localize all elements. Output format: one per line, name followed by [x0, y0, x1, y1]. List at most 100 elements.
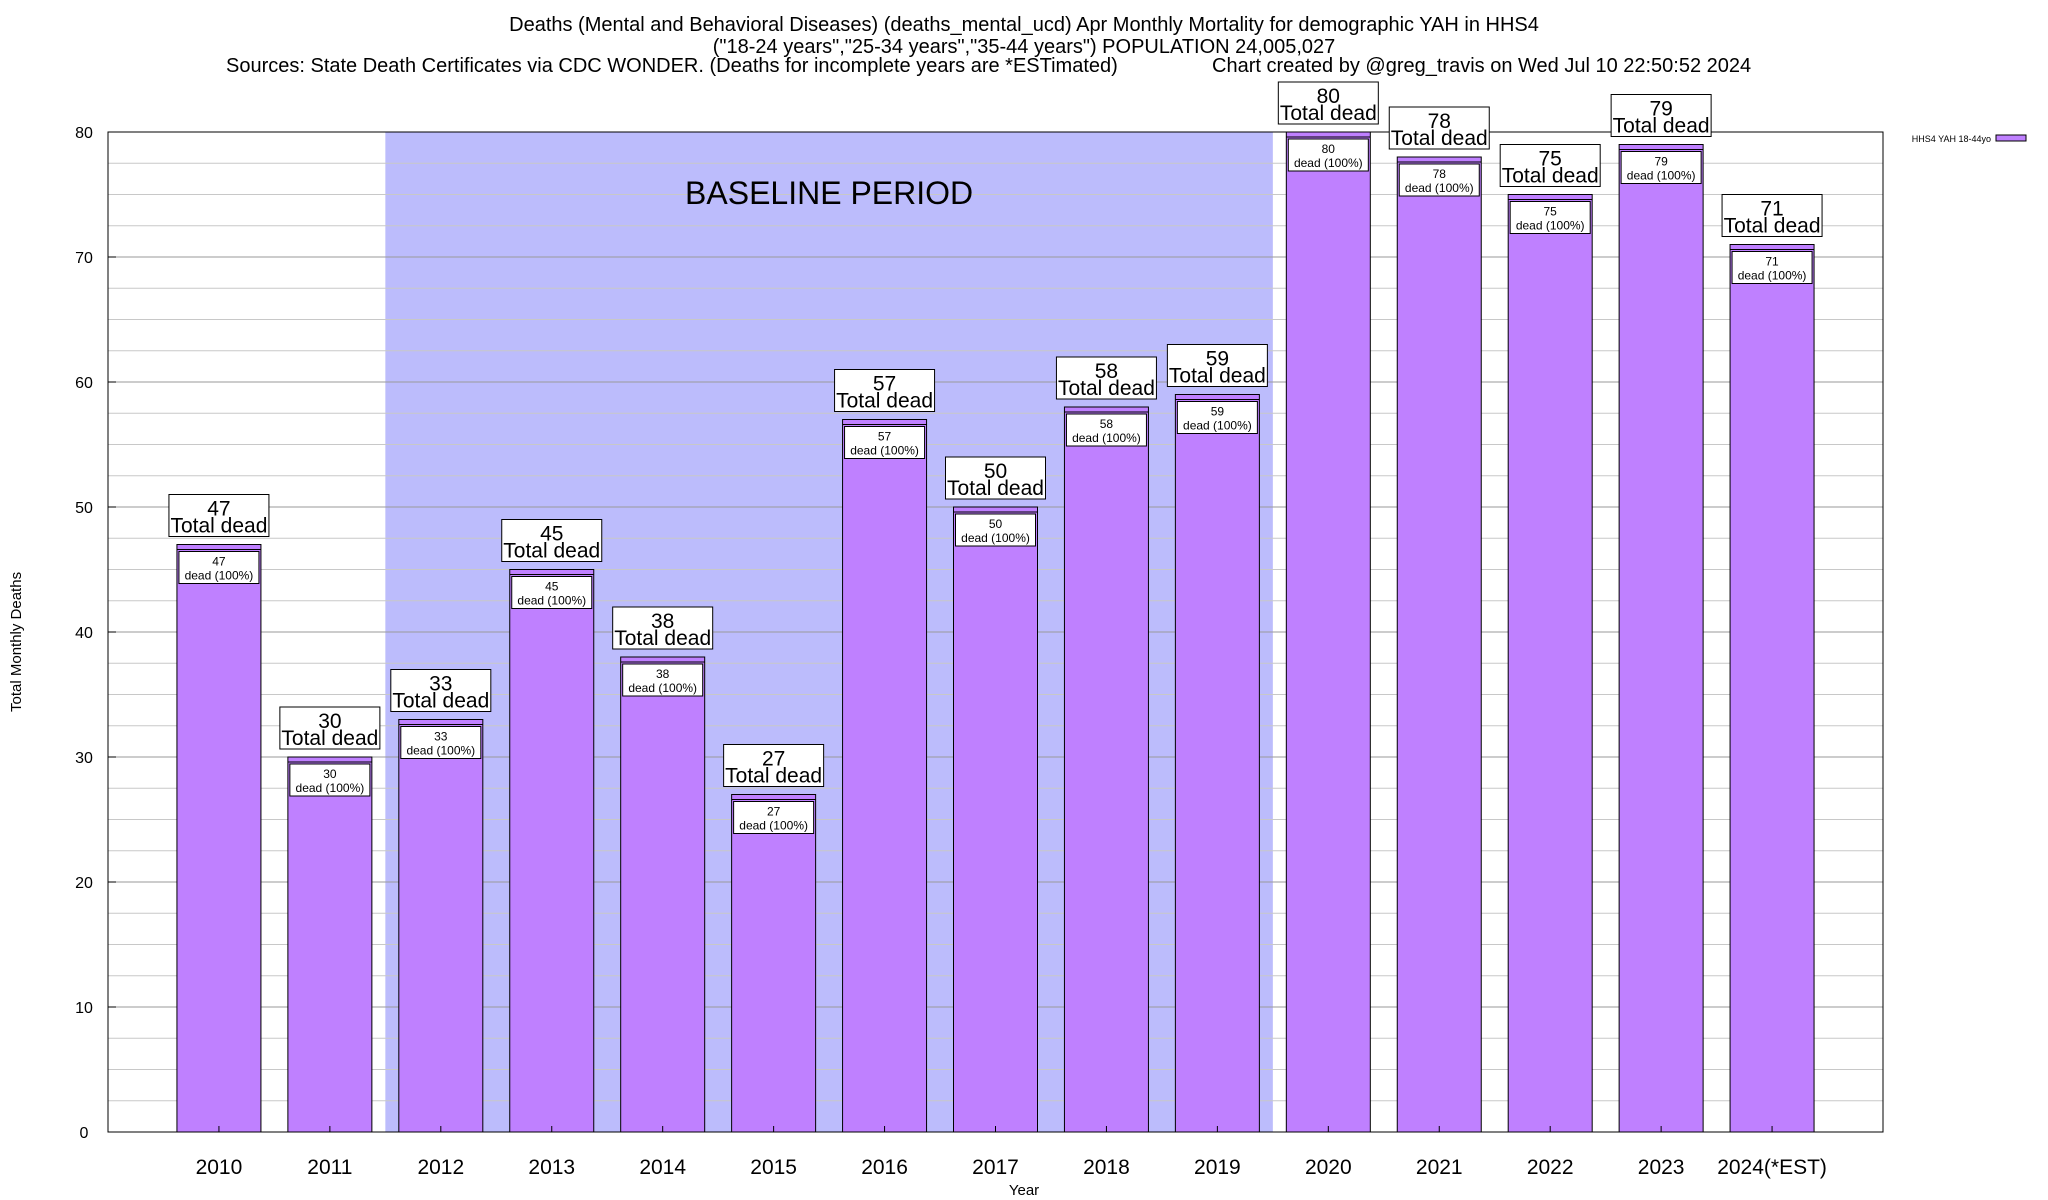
- sources-text: Sources: State Death Certificates via CD…: [226, 55, 1118, 77]
- total-dead-label: Total dead: [947, 477, 1044, 500]
- bar-value-label: 79: [1649, 98, 1672, 121]
- inner-value-label: 30: [323, 767, 337, 781]
- inner-dead-label: dead (100%): [1294, 156, 1363, 170]
- x-tick-label: 2020: [1305, 1156, 1352, 1179]
- inner-dead-label: dead (100%): [1405, 181, 1474, 195]
- outer-label-box: [1166, 344, 1268, 387]
- inner-label-box: [1287, 138, 1369, 172]
- x-tick-label: 2013: [528, 1156, 575, 1179]
- bar-value-label: 30: [318, 710, 341, 733]
- y-axis-label: Total Monthly Deaths: [8, 571, 25, 712]
- outer-label-box: [501, 519, 603, 562]
- total-dead-label: Total dead: [1391, 127, 1488, 150]
- inner-value-label: 80: [1322, 142, 1336, 156]
- inner-label-box: [1176, 401, 1258, 434]
- inner-value-label: 38: [656, 667, 670, 681]
- y-tick-label: 70: [75, 250, 93, 267]
- inner-label-box: [733, 801, 815, 834]
- total-dead-label: Total dead: [392, 690, 489, 713]
- inner-dead-label: dead (100%): [739, 819, 808, 833]
- total-dead-label: Total dead: [281, 727, 378, 750]
- inner-label-box: [955, 513, 1036, 547]
- outer-label-box: [1388, 106, 1490, 150]
- inner-value-label: 57: [878, 430, 892, 444]
- inner-label-box: [1731, 251, 1813, 284]
- bar-value-label: 80: [1317, 85, 1340, 108]
- bar: [509, 569, 595, 1133]
- title-line-1: Deaths (Mental and Behavioral Diseases) …: [509, 14, 1539, 36]
- legend-label: HHS4 YAH 18-44yo: [1912, 134, 1991, 144]
- y-tick-label: 60: [75, 375, 93, 392]
- inner-value-label: 71: [1765, 255, 1779, 269]
- inner-dead-label: dead (100%): [961, 531, 1030, 545]
- inner-label-box: [1509, 201, 1591, 234]
- outer-label-box: [612, 606, 714, 650]
- bar: [1396, 156, 1482, 1133]
- x-tick-label: 2010: [196, 1156, 243, 1179]
- x-tick-label: 2012: [417, 1156, 464, 1179]
- inner-dead-label: dead (100%): [1072, 431, 1141, 445]
- inner-value-label: 45: [545, 580, 559, 594]
- inner-value-label: 50: [989, 517, 1003, 531]
- bar-value-label: 58: [1095, 360, 1118, 383]
- x-tick-label: 2014: [639, 1156, 686, 1179]
- inner-label-box: [1398, 163, 1480, 197]
- bar: [1174, 394, 1260, 1133]
- y-tick-label: 80: [75, 125, 93, 142]
- baseline-period-label: BASELINE PERIOD: [685, 175, 973, 211]
- inner-label-box: [1065, 413, 1147, 447]
- bar: [1285, 131, 1371, 1133]
- total-dead-label: Total dead: [170, 515, 267, 538]
- bar-value-label: 38: [651, 610, 674, 633]
- inner-dead-label: dead (100%): [1627, 169, 1696, 183]
- bar-value-label: 27: [762, 748, 785, 771]
- outer-label-box: [279, 706, 381, 750]
- bar: [731, 794, 817, 1133]
- inner-value-label: 79: [1654, 155, 1668, 169]
- inner-label-box: [511, 576, 593, 609]
- bar-value-label: 45: [540, 523, 563, 546]
- inner-value-label: 59: [1211, 405, 1225, 419]
- total-dead-label: Total dead: [614, 627, 711, 650]
- outer-label-box: [945, 456, 1046, 500]
- inner-dead-label: dead (100%): [296, 781, 365, 795]
- y-tick-label: 0: [80, 1125, 89, 1142]
- outer-label-box: [723, 744, 825, 787]
- inner-value-label: 78: [1433, 167, 1447, 181]
- outer-label-box: [390, 669, 492, 712]
- bar-value-label: 78: [1428, 110, 1451, 133]
- outer-label-box: [1055, 356, 1157, 400]
- legend-swatch: [1995, 134, 2027, 142]
- inner-dead-label: dead (100%): [1738, 269, 1807, 283]
- bar: [842, 419, 928, 1133]
- inner-value-label: 75: [1544, 205, 1558, 219]
- total-dead-label: Total dead: [1724, 215, 1821, 238]
- inner-value-label: 27: [767, 805, 781, 819]
- x-tick-label: 2024(*EST): [1717, 1156, 1827, 1179]
- y-tick-label: 30: [75, 750, 93, 767]
- title-line-2: ("18-24 years","25-34 years","35-44 year…: [712, 36, 1336, 58]
- total-dead-label: Total dead: [836, 390, 933, 413]
- bar: [620, 656, 706, 1133]
- inner-label-box: [622, 663, 704, 697]
- total-dead-label: Total dead: [1502, 165, 1599, 188]
- inner-dead-label: dead (100%): [517, 594, 586, 608]
- outer-label-box: [1610, 94, 1712, 137]
- bar-value-label: 47: [207, 498, 230, 521]
- x-tick-label: 2023: [1638, 1156, 1685, 1179]
- inner-dead-label: dead (100%): [850, 444, 919, 458]
- inner-value-label: 33: [434, 730, 448, 744]
- total-dead-label: Total dead: [1169, 365, 1266, 388]
- y-tick-label: 10: [75, 1000, 93, 1017]
- chart-title: Deaths (Mental and Behavioral Diseases) …: [0, 14, 2048, 58]
- bar: [287, 756, 373, 1133]
- bar-value-label: 33: [429, 673, 452, 696]
- x-tick-label: 2019: [1194, 1156, 1241, 1179]
- inner-dead-label: dead (100%): [628, 681, 697, 695]
- x-tick-label: 2022: [1527, 1156, 1574, 1179]
- bar-value-label: 57: [873, 373, 896, 396]
- outer-label-box: [1721, 194, 1823, 237]
- total-dead-label: Total dead: [725, 765, 822, 788]
- bar-value-label: 75: [1539, 148, 1562, 171]
- outer-label-box: [1499, 144, 1601, 187]
